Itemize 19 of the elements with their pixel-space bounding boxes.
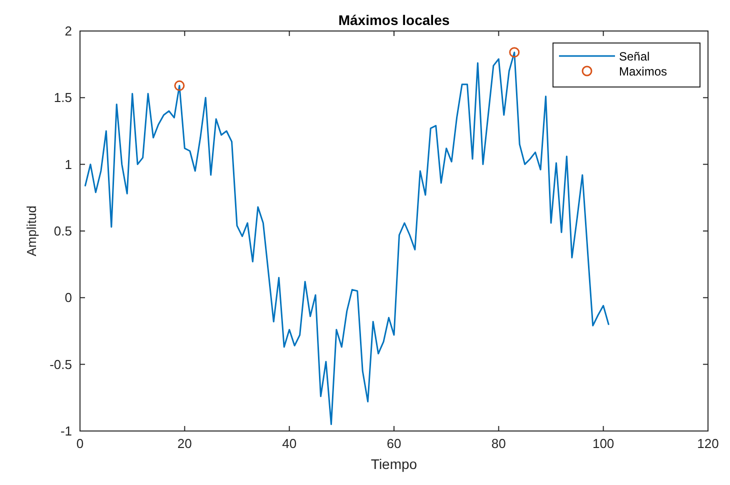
chart-title: Máximos locales <box>338 12 450 28</box>
y-axis-title: Amplitud <box>24 206 39 256</box>
y-tick-label: 1 <box>64 156 72 172</box>
x-tick-label: 100 <box>592 436 614 451</box>
legend-label: Señal <box>619 50 650 64</box>
legend-label: Maximos <box>619 64 668 78</box>
x-tick-label: 0 <box>76 436 84 451</box>
x-tick-label: 120 <box>697 436 719 451</box>
y-tick-label: 1.5 <box>54 90 72 106</box>
x-tick-label: 40 <box>282 436 297 451</box>
y-tick-label: -1 <box>60 424 72 438</box>
y-tick-label: 0.5 <box>54 224 72 238</box>
x-tick-label: 60 <box>386 436 402 451</box>
y-tick-label: 2 <box>64 24 72 38</box>
x-axis-title: Tiempo <box>370 456 418 472</box>
y-tick-label: 0 <box>64 290 72 306</box>
x-tick-label: 20 <box>177 436 192 451</box>
x-tick-label: 80 <box>491 436 506 451</box>
y-tick-label: -0.5 <box>50 356 72 372</box>
